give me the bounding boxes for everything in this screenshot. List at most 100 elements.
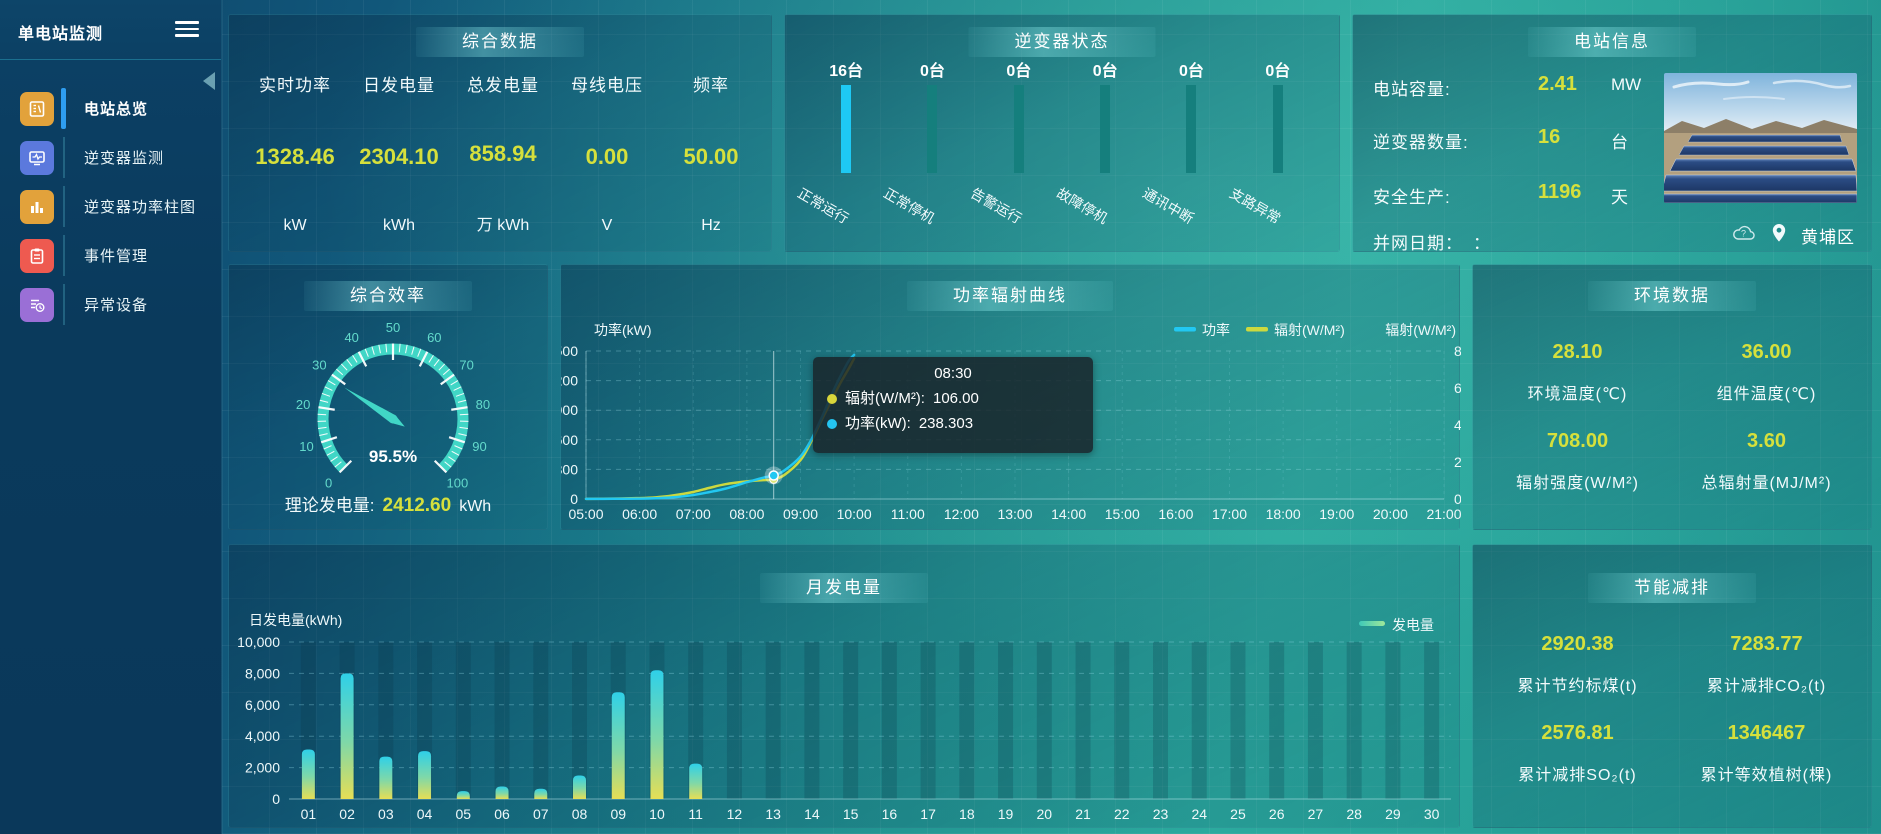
saving-label: 累计减排CO₂(t) — [1706, 678, 1827, 695]
inverter-status-label: 正常运行 — [795, 184, 852, 227]
svg-text:100: 100 — [446, 475, 468, 490]
env-module-temp: 36.00 组件温度(℃) — [1672, 341, 1861, 404]
sidebar-collapse-arrow-icon[interactable] — [203, 72, 215, 90]
svg-text:20:00: 20:00 — [1373, 506, 1408, 522]
inverter-status-column: 0台 正常停机 — [881, 57, 975, 237]
saving-value: 2576.81 — [1541, 722, 1614, 744]
inverter-status-bar — [1100, 85, 1111, 173]
sidebar-item-abnormal-devices[interactable]: 异常设备 — [0, 280, 221, 329]
svg-text:16: 16 — [882, 806, 898, 822]
svg-text:07:00: 07:00 — [676, 506, 711, 522]
svg-text:200: 200 — [1454, 454, 1461, 470]
svg-text:功率(kW): 功率(kW) — [594, 322, 652, 338]
svg-text:0: 0 — [1454, 491, 1461, 507]
svg-text:30: 30 — [1424, 806, 1440, 822]
stat-unit: Hz — [701, 217, 721, 234]
stat-unit: V — [601, 217, 613, 234]
svg-text:90: 90 — [472, 439, 486, 454]
overview-report-icon — [20, 91, 54, 126]
svg-text:21:00: 21:00 — [1426, 506, 1461, 522]
panel-power-radiation-curve: 功率辐射曲线 05:00 06:00 07:00 08:00 09:00 10:00 11:… — [543, 264, 1478, 530]
clipboard-icon — [20, 238, 54, 273]
inverter-status-bar — [1186, 85, 1197, 173]
theory-value: 2412.60 — [382, 495, 452, 516]
weather-cloud-icon[interactable]: ? — [1731, 223, 1757, 248]
svg-text:27: 27 — [1308, 806, 1324, 822]
stat-frequency: 频率 50.00 Hz — [659, 71, 763, 235]
svg-text:13:00: 13:00 — [997, 506, 1032, 522]
station-photo — [1664, 73, 1857, 203]
sidebar-header: 单电站监测 — [0, 0, 221, 60]
gauge-value: 95.5% — [368, 447, 418, 466]
panel-title: 逆变器状态 — [968, 27, 1156, 57]
inverter-count: 0台 — [1006, 63, 1032, 80]
sidebar-item-event-management[interactable]: 事件管理 — [0, 231, 221, 280]
saving-coal: 2920.38 累计节约标煤(t) — [1483, 633, 1672, 696]
stat-value: 858.94 — [469, 140, 537, 166]
panel-title: 功率辐射曲线 — [907, 281, 1113, 311]
inverter-count: 16台 — [829, 63, 864, 80]
divider — [63, 235, 65, 276]
svg-text:10: 10 — [299, 439, 313, 454]
saving-label: 累计等效植树(棵) — [1700, 767, 1833, 784]
env-irradiance: 708.00 辐射强度(W/M²) — [1483, 430, 1672, 493]
stat-daily-generation: 日发电量 2304.10 kWh — [347, 71, 451, 235]
divider — [63, 284, 65, 325]
inverter-status-bars[interactable]: 16台 正常运行 0台 正常停机 0台 告警运行 0台 故障停机 0台 通讯中断 0台 支路异常 — [795, 57, 1321, 237]
svg-text:4,000: 4,000 — [245, 728, 280, 744]
tooltip-label: 辐射(W/M²): — [845, 390, 925, 407]
efficiency-gauge[interactable]: 0 10 20 30 40 50 60 70 80 90 100 — [229, 265, 549, 531]
monitor-pulse-icon — [20, 140, 54, 175]
svg-text:09:00: 09:00 — [783, 506, 818, 522]
panel-title: 节能减排 — [1588, 573, 1756, 603]
svg-text:03: 03 — [378, 806, 394, 822]
saving-value: 1346467 — [1727, 722, 1806, 744]
tooltip-value: 238.303 — [918, 415, 974, 432]
hamburger-menu-icon[interactable] — [175, 21, 199, 39]
inverter-count: 0台 — [1092, 63, 1118, 80]
inverter-count: 0台 — [920, 63, 945, 80]
sidebar-item-label: 逆变器监测 — [84, 150, 165, 167]
env-label: 环境温度(℃) — [1527, 386, 1628, 403]
radiation-dot-icon — [827, 393, 837, 404]
saving-value: 7283.77 — [1730, 633, 1803, 655]
svg-text:08: 08 — [572, 806, 588, 822]
svg-text:600: 600 — [561, 432, 578, 448]
svg-text:22: 22 — [1114, 806, 1130, 822]
svg-text:发电量: 发电量 — [1392, 617, 1434, 633]
sidebar-item-inverter-power-bars[interactable]: 逆变器功率柱图 — [0, 182, 221, 231]
svg-text:15:00: 15:00 — [1105, 506, 1140, 522]
saving-label: 累计节约标煤(t) — [1517, 678, 1638, 695]
theory-unit: kWh — [459, 498, 492, 515]
svg-text:20: 20 — [296, 397, 310, 412]
svg-text:辐射(W/M²): 辐射(W/M²) — [1274, 322, 1345, 338]
panel-title: 电站信息 — [1528, 27, 1696, 57]
stat-realtime-power: 实时功率 1328.46 kW — [243, 71, 347, 235]
env-ambient-temp: 28.10 环境温度(℃) — [1483, 341, 1672, 404]
stat-label: 日发电量 — [363, 76, 435, 95]
inverter-status-bar — [1272, 85, 1283, 173]
station-capacity-value: 2.41 — [1538, 73, 1577, 95]
inverter-status-label: 通讯中断 — [1140, 184, 1197, 227]
env-label: 辐射强度(W/M²) — [1516, 475, 1639, 492]
svg-text:20: 20 — [1037, 806, 1053, 822]
env-value: 708.00 — [1546, 430, 1609, 452]
environment-grid: 28.10 环境温度(℃) 36.00 组件温度(℃) 708.00 辐射强度(… — [1483, 341, 1861, 519]
svg-text:60: 60 — [427, 330, 441, 345]
svg-text:30: 30 — [312, 358, 326, 373]
sidebar-item-station-overview[interactable]: 电站总览 — [0, 84, 221, 133]
svg-text:12: 12 — [727, 806, 743, 822]
svg-text:日发电量(kWh): 日发电量(kWh) — [249, 612, 342, 628]
sidebar-item-inverter-monitor[interactable]: 逆变器监测 — [0, 133, 221, 182]
panel-station-info: 电站信息 电站容量: 2.41 MW 逆变器数量: 16 台 安全生产: 119… — [1352, 14, 1872, 253]
svg-text:14:00: 14:00 — [1051, 506, 1086, 522]
svg-text:18: 18 — [959, 806, 975, 822]
monthly-generation-chart[interactable]: 0 2,000 4,000 6,000 8,000 10,000 日发电量(kWh) 01 02… — [229, 545, 1461, 829]
sidebar-menu: 电站总览 逆变器监测 逆变器功率柱图 事件管理 — [0, 84, 221, 329]
tooltip-radiation-row: 辐射(W/M²): 106.00 — [827, 386, 1079, 411]
inverter-status-column: 0台 故障停机 — [1054, 57, 1148, 237]
svg-text:12:00: 12:00 — [944, 506, 979, 522]
svg-text:17: 17 — [920, 806, 936, 822]
inverter-status-column: 16台正常运行 — [795, 57, 889, 237]
location-pin-icon[interactable] — [1771, 223, 1787, 248]
